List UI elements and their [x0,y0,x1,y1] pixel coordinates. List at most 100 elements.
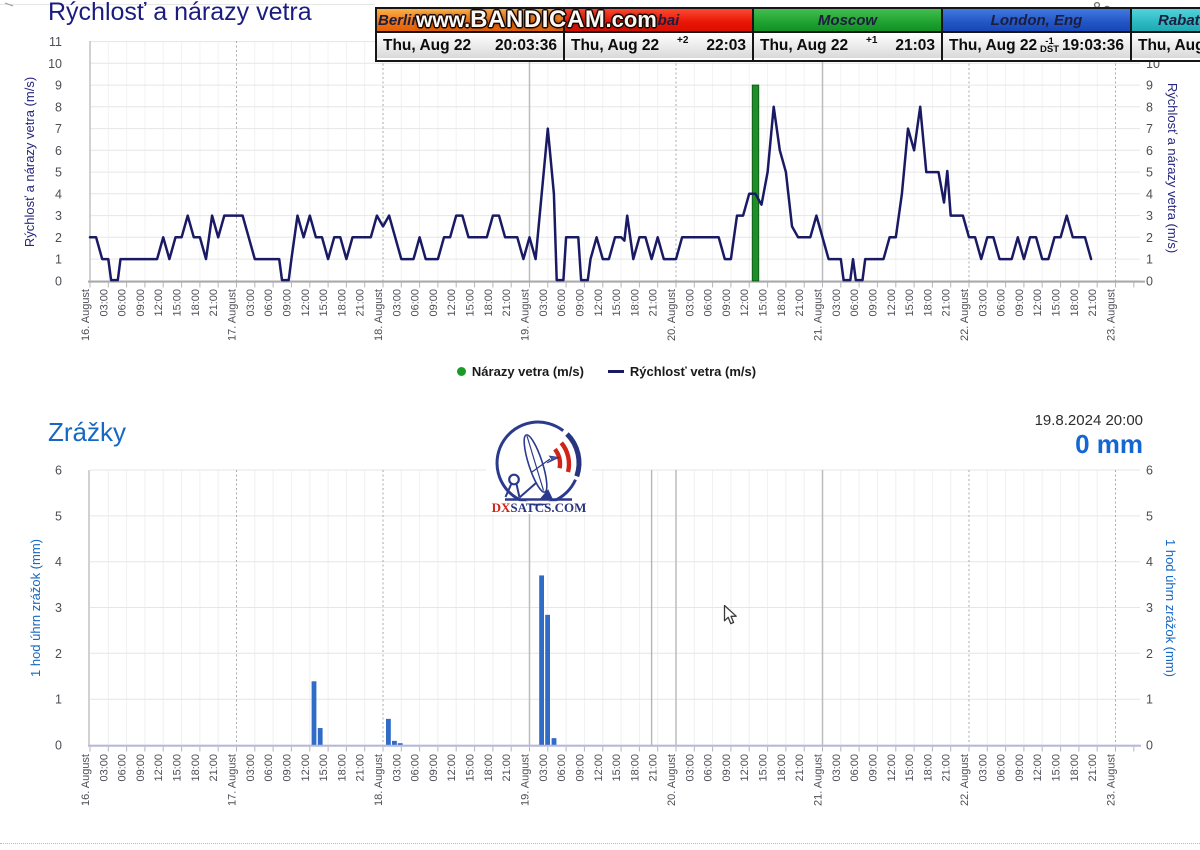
svg-text:22. August: 22. August [959,289,971,341]
svg-text:12:00: 12:00 [446,754,458,782]
svg-text:1 hod úhrn zrážok (mm): 1 hod úhrn zrážok (mm) [28,539,43,677]
svg-text:09:00: 09:00 [281,754,293,782]
svg-text:09:00: 09:00 [1014,754,1026,782]
svg-text:DXSATCS.COM: DXSATCS.COM [492,500,587,514]
svg-text:09:00: 09:00 [1014,289,1026,317]
svg-text:20. August: 20. August [666,289,678,341]
svg-text:09:00: 09:00 [281,289,293,317]
svg-text:19. August: 19. August [520,289,532,341]
svg-text:18:00: 18:00 [336,754,348,782]
svg-text:06:00: 06:00 [556,754,568,782]
svg-text:15:00: 15:00 [1051,289,1063,317]
svg-text:21:00: 21:00 [355,289,367,317]
svg-text:03:00: 03:00 [831,289,843,317]
svg-text:18:00: 18:00 [922,289,934,317]
svg-text:0: 0 [55,274,62,288]
svg-text:9: 9 [1146,79,1153,93]
svg-text:4: 4 [55,187,62,201]
svg-text:21:00: 21:00 [501,754,513,782]
svg-text:5: 5 [55,166,62,180]
svg-text:03:00: 03:00 [391,754,403,782]
svg-text:0: 0 [1146,739,1153,753]
svg-text:06:00: 06:00 [996,289,1008,317]
svg-text:03:00: 03:00 [831,754,843,782]
svg-text:21:00: 21:00 [794,289,806,317]
svg-text:5: 5 [1146,166,1153,180]
svg-text:21:00: 21:00 [1087,754,1099,782]
svg-text:21:00: 21:00 [941,289,953,317]
svg-text:06:00: 06:00 [849,754,861,782]
svg-text:15:00: 15:00 [465,289,477,317]
svg-text:15:00: 15:00 [172,754,184,782]
svg-text:23. August: 23. August [1106,289,1118,341]
svg-text:15:00: 15:00 [465,754,477,782]
svg-text:09:00: 09:00 [574,289,586,317]
svg-text:12:00: 12:00 [886,289,898,317]
svg-text:Rýchlosť a nárazy vetra (m/s): Rýchlosť a nárazy vetra (m/s) [22,77,37,247]
svg-text:09:00: 09:00 [867,754,879,782]
svg-text:18:00: 18:00 [190,754,202,782]
svg-text:2: 2 [1146,231,1153,245]
svg-text:3: 3 [55,601,62,615]
svg-text:03:00: 03:00 [98,754,110,782]
svg-text:0: 0 [1146,274,1153,288]
svg-text:15:00: 15:00 [172,289,184,317]
svg-text:21:00: 21:00 [648,754,660,782]
svg-text:12:00: 12:00 [1032,754,1044,782]
svg-text:15:00: 15:00 [318,754,330,782]
svg-text:5: 5 [1146,509,1153,523]
svg-text:18. August: 18. August [373,289,385,341]
svg-text:11: 11 [49,35,62,49]
svg-text:18. August: 18. August [373,754,385,806]
svg-text:12:00: 12:00 [446,289,458,317]
svg-text:10: 10 [48,57,62,71]
svg-text:18:00: 18:00 [1069,289,1081,317]
svg-text:0: 0 [55,739,62,753]
svg-text:6: 6 [55,464,62,478]
svg-text:1: 1 [55,693,62,707]
svg-text:06:00: 06:00 [117,289,129,317]
svg-text:06:00: 06:00 [410,289,422,317]
svg-text:3: 3 [1146,209,1153,223]
svg-text:06:00: 06:00 [703,754,715,782]
svg-text:4: 4 [1146,187,1153,201]
svg-text:21. August: 21. August [813,289,825,341]
svg-text:06:00: 06:00 [703,289,715,317]
svg-text:21:00: 21:00 [794,754,806,782]
svg-text:03:00: 03:00 [684,754,696,782]
svg-text:06:00: 06:00 [410,754,422,782]
svg-text:03:00: 03:00 [391,289,403,317]
svg-text:06:00: 06:00 [996,754,1008,782]
svg-text:4: 4 [55,555,62,569]
svg-text:06:00: 06:00 [556,289,568,317]
svg-text:8: 8 [55,100,62,114]
svg-text:3: 3 [1146,601,1153,615]
svg-text:15:00: 15:00 [318,289,330,317]
svg-text:12:00: 12:00 [300,289,312,317]
svg-text:6: 6 [1146,464,1153,478]
svg-text:1 hod úhrn zrážok (mm): 1 hod úhrn zrážok (mm) [1163,539,1178,677]
svg-text:09:00: 09:00 [428,289,440,317]
svg-text:4: 4 [1146,555,1153,569]
svg-text:12:00: 12:00 [593,289,605,317]
svg-text:Rýchlosť a nárazy vetra (m/s): Rýchlosť a nárazy vetra (m/s) [1165,83,1180,253]
svg-text:09:00: 09:00 [721,289,733,317]
svg-text:18:00: 18:00 [629,289,641,317]
svg-text:15:00: 15:00 [1051,754,1063,782]
svg-text:09:00: 09:00 [721,754,733,782]
svg-text:09:00: 09:00 [135,754,147,782]
svg-text:03:00: 03:00 [977,754,989,782]
svg-text:2: 2 [55,231,62,245]
svg-text:06:00: 06:00 [263,754,275,782]
svg-text:19. August: 19. August [520,754,532,806]
svg-text:03:00: 03:00 [684,289,696,317]
svg-text:15:00: 15:00 [611,289,623,317]
svg-text:3: 3 [55,209,62,223]
svg-text:18:00: 18:00 [483,754,495,782]
svg-text:8: 8 [1146,100,1153,114]
svg-text:18:00: 18:00 [776,754,788,782]
svg-text:21:00: 21:00 [208,754,220,782]
svg-text:09:00: 09:00 [867,289,879,317]
svg-text:2: 2 [1146,647,1153,661]
svg-text:12:00: 12:00 [153,754,165,782]
